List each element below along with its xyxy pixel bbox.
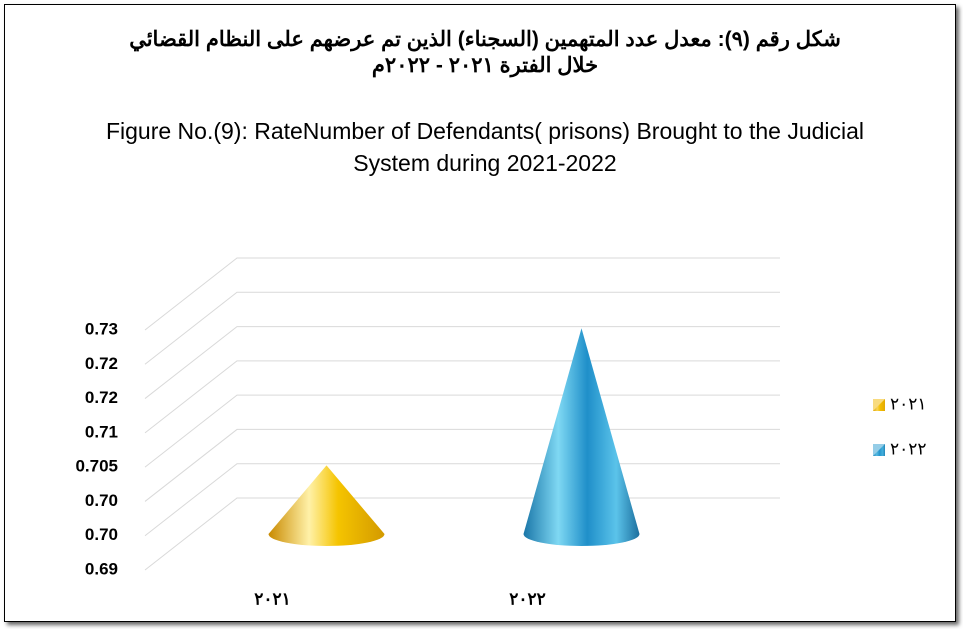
chart-frame: شكل رقم (٩): معدل عدد المتهمين (السجناء)…: [4, 4, 956, 622]
grid-line: [144, 360, 780, 434]
grid-line: [144, 257, 780, 331]
legend-swatch-base: [873, 399, 885, 411]
grid-line: [144, 428, 780, 502]
grid-line: [144, 497, 780, 571]
y-tick-label: 0.73: [85, 319, 118, 338]
chart-title: شكل رقم (٩): معدل عدد المتهمين (السجناء)…: [129, 28, 841, 77]
grid-line: [144, 291, 780, 365]
grid-line: [144, 463, 780, 537]
y-tick-label: 0.70: [85, 491, 118, 510]
legend-label: ٢٠٢٢: [890, 439, 927, 458]
grid-line: [144, 326, 780, 399]
x-tick-label: ٢٠٢١: [254, 589, 291, 608]
legend-swatch-base: [873, 444, 885, 456]
y-tick-label: 0.72: [85, 354, 118, 373]
cone: [523, 328, 640, 546]
x-tick-label: ٢٠٢٢: [509, 589, 546, 608]
legend-label: ٢٠٢١: [890, 394, 927, 413]
y-tick-label: 0.705: [75, 457, 118, 476]
y-tick-label: 0.72: [85, 388, 118, 407]
cone: [268, 465, 385, 546]
y-tick-label: 0.69: [85, 559, 118, 578]
y-tick-label: 0.70: [85, 525, 118, 544]
y-tick-label: 0.71: [85, 422, 118, 441]
grid-line: [144, 394, 780, 468]
chart-subtitle: Figure No.(9): RateNumber of Defendants(…: [105, 118, 865, 176]
